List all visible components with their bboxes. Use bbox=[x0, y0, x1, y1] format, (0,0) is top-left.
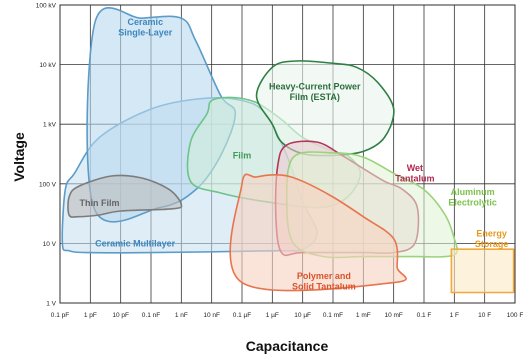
x-tick-label: 1 nF bbox=[175, 312, 188, 319]
label-line: Single-Layer bbox=[118, 28, 173, 38]
label-wet-tantalum: Wet Tantalum bbox=[395, 163, 434, 184]
capacitor-regions bbox=[61, 7, 515, 294]
label-line: Electrolytic bbox=[448, 197, 497, 207]
x-tick-label: 10 F bbox=[478, 312, 491, 319]
region-energy-storage bbox=[450, 248, 515, 294]
x-tick-label: 1 mF bbox=[356, 312, 371, 319]
label-heavy-current-power-film: Heavy-Current Power Film (ESTA) bbox=[269, 82, 361, 103]
label-line: Ceramic Multilayer bbox=[95, 238, 176, 248]
y-axis-title: Voltage bbox=[11, 132, 27, 182]
region-polymer-solid-tantalum bbox=[229, 173, 407, 292]
label-film: Film bbox=[233, 150, 252, 160]
label-ceramic-multilayer: Ceramic Multilayer bbox=[95, 238, 176, 248]
x-tick-label: 0.1 nF bbox=[142, 312, 160, 319]
label-thin-film: Thin Film bbox=[79, 198, 119, 208]
label-line: Thin Film bbox=[79, 198, 119, 208]
label-energy-storage: Energy Storage bbox=[475, 228, 509, 249]
label-line: Ceramic bbox=[128, 17, 164, 27]
label-line: Energy bbox=[476, 228, 507, 238]
x-tick-label: 0.1 F bbox=[417, 312, 432, 319]
y-axis-ticks: 1 V 10 V 100 V 1 kV 10 kV 100 kV bbox=[36, 3, 57, 308]
x-axis-title: Capacitance bbox=[246, 338, 329, 354]
y-tick-label: 100 kV bbox=[36, 3, 57, 10]
region-labels: Ceramic Multilayer Ceramic Single-Layer Fil… bbox=[79, 17, 508, 291]
label-polymer-solid-tantalum: Polymer and Solid Tantalum bbox=[292, 271, 356, 292]
label-line: Film (ESTA) bbox=[290, 92, 340, 102]
x-tick-label: 100 F bbox=[507, 312, 524, 319]
label-line: Wet bbox=[407, 163, 423, 173]
x-tick-label: 10 µF bbox=[294, 312, 311, 319]
x-tick-label: 1 pF bbox=[84, 312, 97, 319]
y-tick-label: 100 V bbox=[39, 181, 57, 188]
label-line: Solid Tantalum bbox=[292, 282, 356, 292]
y-tick-label: 1 kV bbox=[43, 122, 57, 129]
label-ceramic-single-layer: Ceramic Single-Layer bbox=[118, 17, 173, 38]
x-tick-label: 10 mF bbox=[384, 312, 402, 319]
x-tick-label: 1 F bbox=[450, 312, 459, 319]
label-line: Tantalum bbox=[395, 174, 434, 184]
x-tick-label: 0.1 µF bbox=[233, 312, 252, 319]
x-tick-label: 10 pF bbox=[112, 312, 129, 319]
x-tick-label: 10 nF bbox=[203, 312, 220, 319]
region-thin-film bbox=[67, 174, 183, 218]
x-tick-label: 1 µF bbox=[266, 312, 279, 319]
label-line: Heavy-Current Power bbox=[269, 82, 361, 92]
label-line: Film bbox=[233, 150, 252, 160]
x-tick-label: 0.1 mF bbox=[323, 312, 343, 319]
label-line: Aluminum bbox=[451, 187, 495, 197]
x-axis-ticks: 0.1 pF 1 pF 10 pF 0.1 nF 1 nF 10 nF 0.1 µF 1 µF… bbox=[51, 312, 524, 319]
label-aluminum-electrolytic: Aluminum Electrolytic bbox=[448, 187, 497, 208]
y-tick-label: 10 V bbox=[43, 241, 57, 248]
label-line: Storage bbox=[475, 239, 509, 249]
y-tick-label: 10 kV bbox=[39, 62, 56, 69]
y-tick-label: 1 V bbox=[46, 301, 56, 308]
x-tick-label: 0.1 pF bbox=[51, 312, 69, 319]
label-line: Polymer and bbox=[297, 271, 351, 281]
